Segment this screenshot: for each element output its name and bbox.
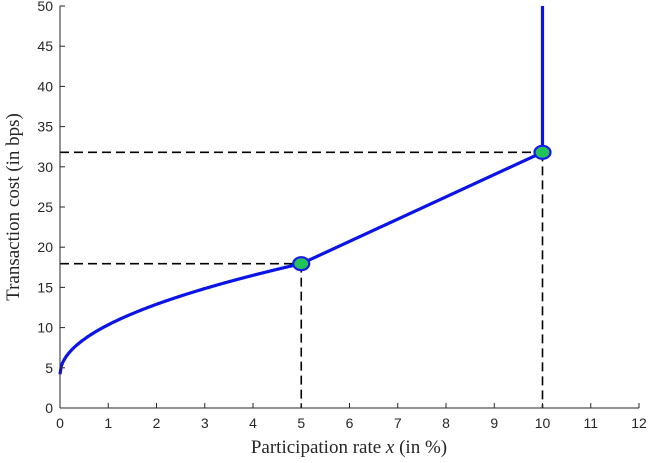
x-tick-label: 3 (201, 415, 209, 431)
x-tick-label: 5 (297, 415, 305, 431)
cost-curve (58, 6, 545, 375)
y-tick-label: 20 (37, 239, 53, 255)
y-tick-label: 40 (37, 78, 53, 94)
y-tick-label: 45 (37, 38, 53, 54)
cost-curve-layer (58, 6, 545, 375)
x-tick-label: 1 (104, 415, 112, 431)
x-tick-label: 7 (394, 415, 402, 431)
x-tick-label: 2 (153, 415, 161, 431)
axes (59, 5, 640, 409)
markers-layer (292, 144, 552, 272)
y-tick-label: 15 (37, 279, 53, 295)
x-tick-label: 6 (346, 415, 354, 431)
y-tick-label: 5 (45, 360, 53, 376)
reference-lines (60, 151, 544, 408)
y-tick-label: 10 (37, 320, 53, 336)
y-tick-label: 25 (37, 199, 53, 215)
y-tick-label: 30 (37, 159, 53, 175)
kink-marker-0 (292, 256, 311, 272)
x-tick-label: 10 (535, 415, 551, 431)
x-tick-label: 0 (56, 415, 64, 431)
kink-marker-1 (533, 144, 552, 160)
x-axis-title: Participation rate x (in %) (251, 437, 447, 458)
y-tick-label: 50 (37, 0, 53, 14)
x-tick-label: 8 (442, 415, 450, 431)
y-tick-label: 35 (37, 119, 53, 135)
y-tick-label: 0 (45, 400, 53, 416)
x-tick-label: 9 (490, 415, 498, 431)
x-tick-label: 11 (583, 415, 598, 431)
x-tick-label: 4 (249, 415, 257, 431)
x-tick-label: 12 (631, 415, 647, 431)
y-axis-title: Transaction cost (in bps) (3, 113, 24, 301)
